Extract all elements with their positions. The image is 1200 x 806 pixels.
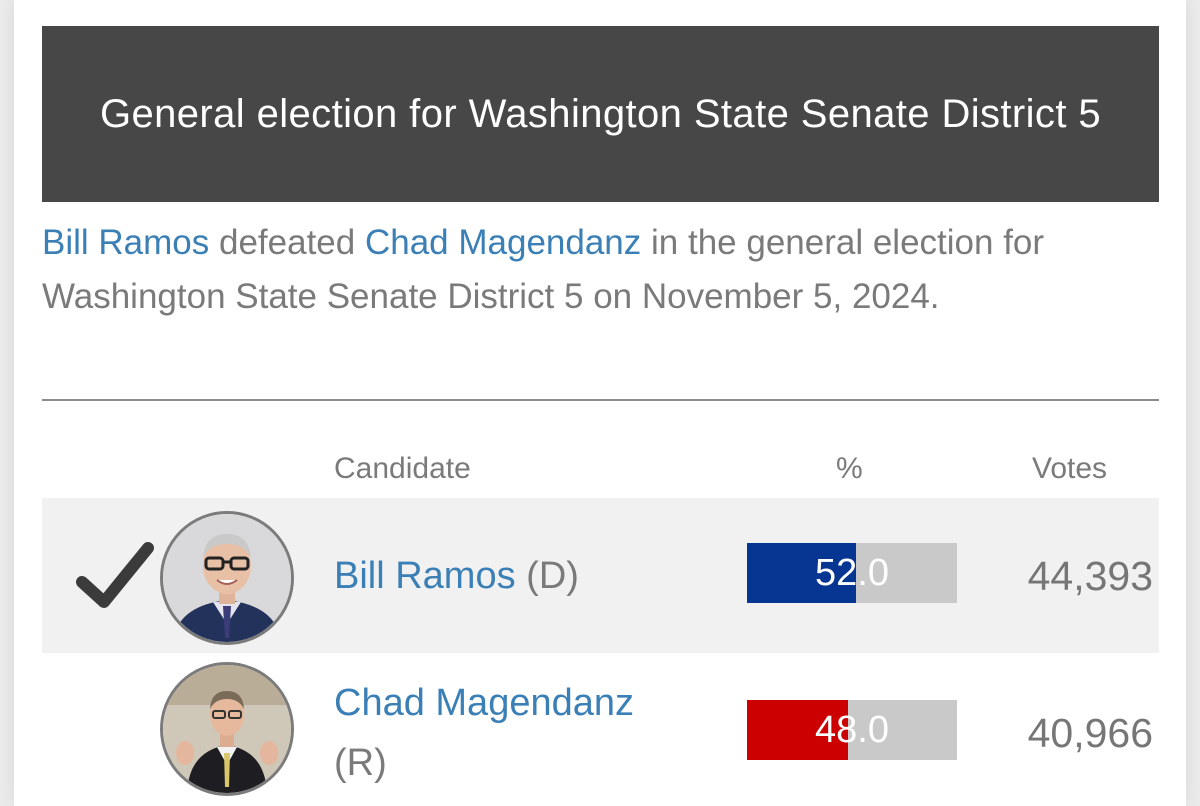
candidate-name[interactable]: Bill Ramos (D) [334,546,714,606]
candidate-photo [160,662,294,796]
table-row: Chad Magendanz (R) 48.0 40,966 [42,653,1159,806]
column-header-candidate: Candidate [334,452,471,485]
summary-verb: defeated [209,223,365,262]
election-results-card: General election for Washington State Se… [14,0,1186,806]
vote-share-bar: 52.0 [747,543,957,603]
vote-share-bar: 48.0 [747,700,957,760]
vote-share-label: 52.0 [815,552,889,594]
loser-link[interactable]: Chad Magendanz [364,223,642,262]
column-header-votes: Votes [1032,452,1108,485]
column-header-percent: % [836,452,863,485]
results-header: General election for Washington State Se… [42,26,1159,202]
vote-share-label: 48.0 [815,709,889,751]
vote-count: 44,393 [1027,553,1153,599]
candidate-photo [160,511,294,645]
winner-link[interactable]: Bill Ramos [42,223,210,262]
results-summary: Bill Ramos defeated Chad Magendanz in th… [42,216,1162,324]
table-row: Bill Ramos (D) 52.0 44,393 [42,498,1159,653]
candidate-name-link[interactable]: Chad Magendanz [334,682,634,724]
checkmark-icon [76,542,154,608]
party-label: (R) [334,742,387,784]
candidate-name[interactable]: Chad Magendanz (R) [334,673,714,793]
party-label: (D) [526,555,579,597]
page-title: General election for Washington State Se… [99,92,1102,136]
vote-count: 40,966 [1027,710,1153,756]
divider [42,399,1159,401]
vote-share-fill [747,543,857,603]
candidate-name-link[interactable]: Bill Ramos [334,555,516,597]
vote-share-fill [747,700,848,760]
summary-text: in the general election for Washington S… [42,223,1045,316]
